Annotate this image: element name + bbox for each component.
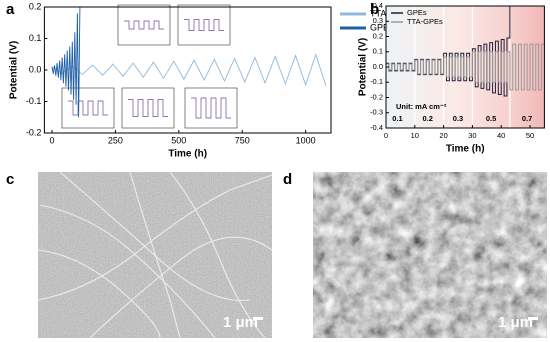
inset-trace xyxy=(191,97,231,119)
y-tick-label: 0.4 xyxy=(373,1,383,10)
inset xyxy=(117,4,171,46)
y-axis-label: Potential (V) xyxy=(358,38,369,96)
x-tick-label: 30 xyxy=(468,131,476,140)
x-tick-label: 250 xyxy=(108,135,123,145)
inset-trace xyxy=(68,100,108,116)
y-tick-label: -0.2 xyxy=(26,127,42,137)
current-label: 0.3 xyxy=(453,114,463,123)
inset xyxy=(61,87,115,129)
sem-image-d xyxy=(313,172,547,338)
x-tick-label: 500 xyxy=(171,135,186,145)
y-tick-label: 0.3 xyxy=(373,16,383,25)
chart: -0.4 -0.3 -0.2 -0.1 0.0 0.1 0.2 0.3 0.4 0 10 20 30 40… xyxy=(358,1,545,155)
series-line xyxy=(51,6,81,118)
legend-label: GPEs xyxy=(370,22,394,32)
scale-bar xyxy=(528,317,538,320)
y-tick-label: 0.1 xyxy=(29,33,42,43)
panel-label: b xyxy=(370,1,379,18)
inset-trace xyxy=(128,99,168,117)
annotation: Unit: mA cm⁻² xyxy=(396,102,447,111)
y-axis-label: Potential (V) xyxy=(9,41,20,99)
current-label: 0.7 xyxy=(522,114,532,123)
chart: -0.2 -0.1 0.0 0.1 0.2 0 250 500 750 1000 Time (h) P… xyxy=(6,1,413,160)
sem-image-c xyxy=(37,171,273,339)
x-tick-label: 750 xyxy=(235,135,250,145)
x-tick-label: 20 xyxy=(439,131,447,140)
y-tick-label: -0.2 xyxy=(370,92,383,101)
inset xyxy=(184,87,238,129)
y-tick-label: -0.3 xyxy=(370,108,383,117)
x-axis-label: Time (h) xyxy=(168,149,207,160)
y-tick-label: 0.2 xyxy=(29,1,42,11)
x-tick-label: 50 xyxy=(526,131,534,140)
current-label: 0.1 xyxy=(392,114,402,123)
panel-label: a xyxy=(6,1,15,18)
x-tick-label: 0 xyxy=(384,131,388,140)
y-tick-label: 0.2 xyxy=(373,31,383,40)
y-tick-label: 0.0 xyxy=(29,64,42,74)
inset-trace xyxy=(124,20,164,30)
y-tick-label: -0.1 xyxy=(26,96,42,106)
x-tick-label: 10 xyxy=(411,131,419,140)
y-tick-label: -0.1 xyxy=(370,77,383,86)
x-axis-label: Time (h) xyxy=(446,144,485,155)
inset xyxy=(177,4,231,46)
y-tick-label: -0.4 xyxy=(370,123,383,132)
panel-label: d xyxy=(283,171,292,188)
x-tick-label: 1000 xyxy=(296,135,316,145)
y-tick-label: 0.0 xyxy=(373,62,383,71)
legend-label: GPEs xyxy=(407,8,427,17)
inset-trace xyxy=(184,19,224,31)
inset xyxy=(121,87,175,129)
current-label: 0.5 xyxy=(486,114,496,123)
x-tick-label: 0 xyxy=(50,135,55,145)
series-line xyxy=(386,43,545,91)
legend-label: TTA-GPEs xyxy=(407,17,443,26)
x-tick-label: 40 xyxy=(497,131,505,140)
scale-bar-label: 1 μm xyxy=(498,314,533,331)
y-tick-label: 0.1 xyxy=(373,47,383,56)
series-line xyxy=(51,53,327,87)
scale-bar-label: 1 μm xyxy=(223,314,258,331)
current-label: 0.2 xyxy=(423,114,433,123)
scale-bar xyxy=(253,317,263,320)
panel-label: c xyxy=(6,171,14,188)
